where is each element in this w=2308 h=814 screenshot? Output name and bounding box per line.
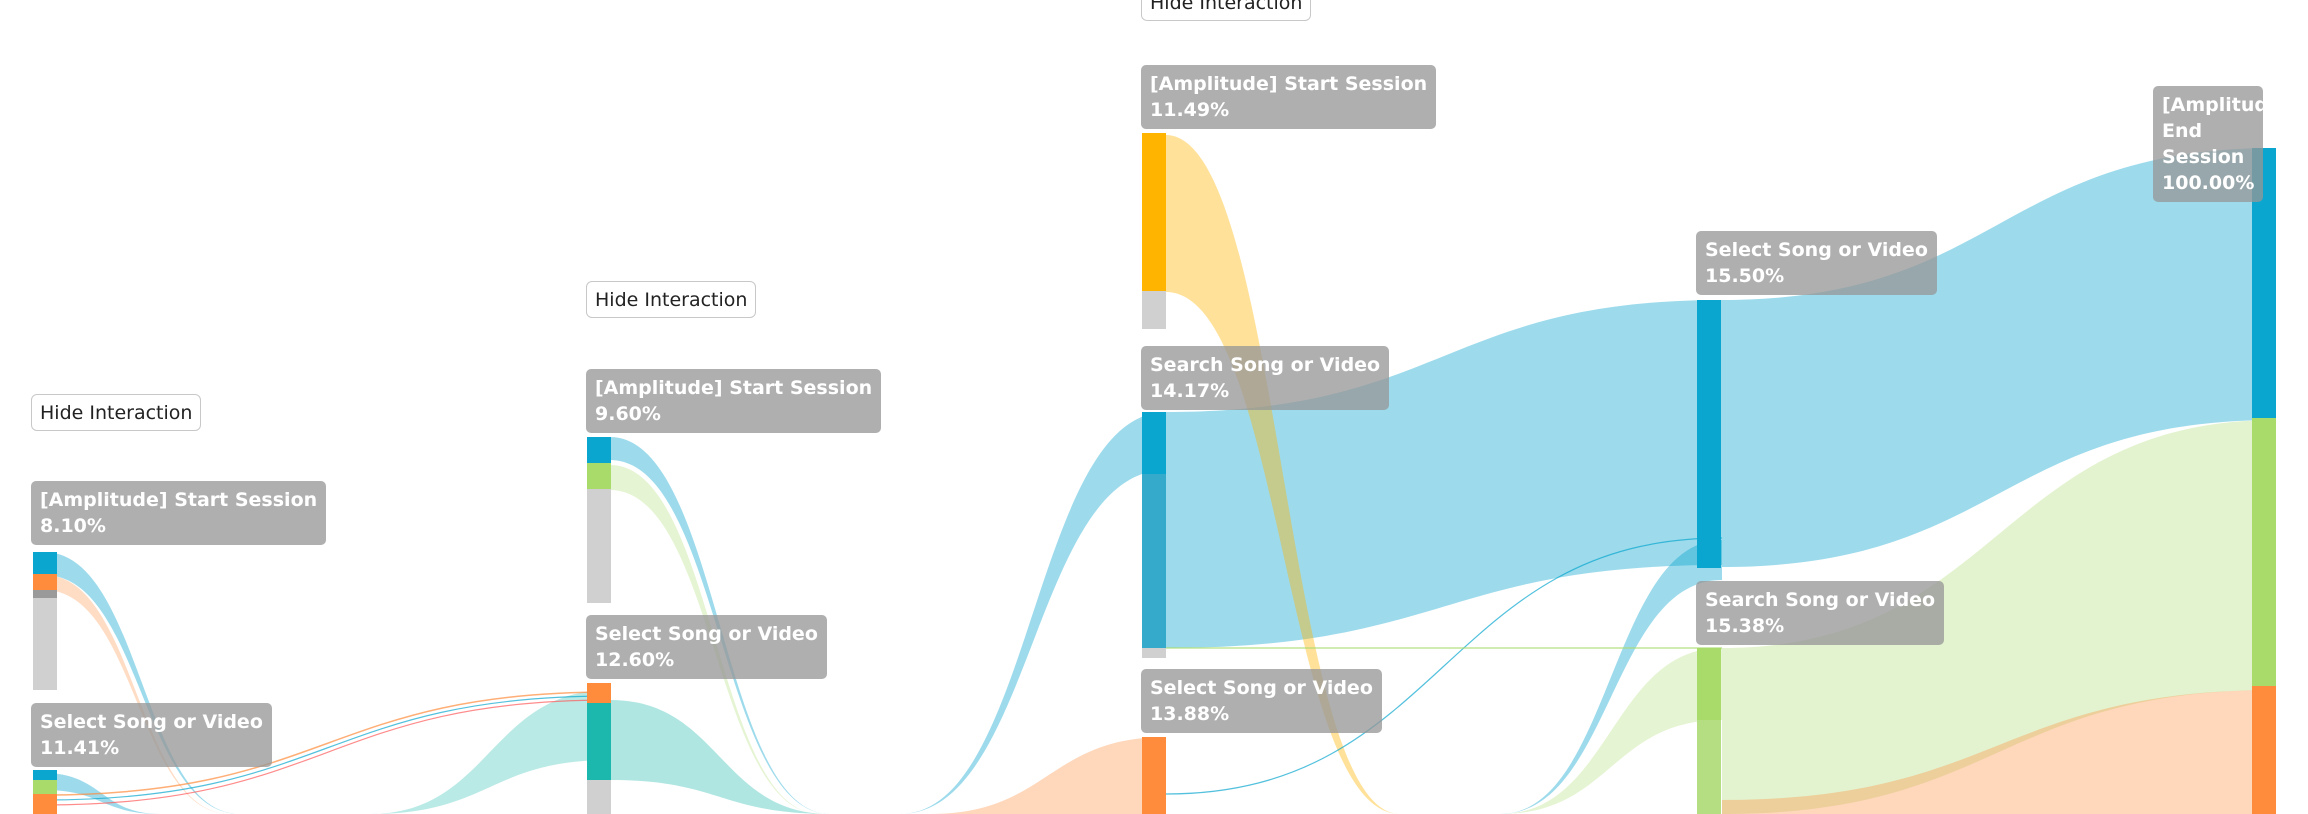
flow-to-select4-lower[interactable] <box>1500 540 1722 814</box>
node-name: Search Song or Video <box>1705 589 1936 611</box>
node-bar-search3-blue2[interactable] <box>1142 474 1166 648</box>
node-name: Search Song or Video <box>1150 354 1381 376</box>
node-name: [Amplitude] Start Session <box>595 377 873 399</box>
node-percent: 13.88% <box>1150 703 1230 725</box>
node-percent: 11.41% <box>40 737 120 759</box>
thin-link-4[interactable] <box>1165 537 1723 795</box>
node-bar-start1-gray[interactable] <box>33 598 57 690</box>
node-label-select-song-step-3[interactable]: Select Song or Video 13.88% <box>1141 669 1382 733</box>
node-bar-select2-teal[interactable] <box>587 703 611 780</box>
flow-select4-to-end[interactable] <box>1722 148 2276 567</box>
node-bar-search3-blue[interactable] <box>1142 412 1166 474</box>
flow-select2-down[interactable] <box>610 700 830 814</box>
node-bar-end-green[interactable] <box>2252 418 2276 686</box>
node-bar-start2-green[interactable] <box>587 463 611 489</box>
node-name: Select Song or Video <box>1705 239 1928 261</box>
flow-start3-down[interactable] <box>1166 135 1400 814</box>
node-bar-select1-blue[interactable] <box>33 770 57 780</box>
node-bar-start1-orange[interactable] <box>33 574 57 590</box>
flow-to-search4[interactable] <box>1500 648 1722 814</box>
node-bar-select3-orange[interactable] <box>1142 737 1166 814</box>
hide-interaction-button-step-3[interactable]: Hide Interaction <box>1141 0 1312 21</box>
node-bar-end-orange[interactable] <box>2252 686 2276 814</box>
node-bar-select1-orange[interactable] <box>33 794 57 814</box>
node-label-select-song-step-2[interactable]: Select Song or Video 12.60% <box>586 615 827 679</box>
thin-link-2[interactable] <box>43 695 611 801</box>
thin-link-3[interactable] <box>43 699 611 806</box>
node-bar-start2-blue[interactable] <box>587 437 611 463</box>
node-label-start-session-step-1[interactable]: [Amplitude] Start Session 8.10% <box>31 481 327 545</box>
node-name: [Amplitude] End Session <box>2162 94 2290 168</box>
node-label-search-song-step-4[interactable]: Search Song or Video 15.38% <box>1696 581 1945 645</box>
node-percent: 12.60% <box>595 649 675 671</box>
hide-interaction-button-step-2[interactable]: Hide Interaction <box>586 281 757 318</box>
flow-to-select2[interactable] <box>370 690 610 814</box>
node-percent: 11.49% <box>1150 99 1230 121</box>
node-bar-start3-yellow[interactable] <box>1142 133 1166 291</box>
thin-link-1[interactable] <box>43 691 611 796</box>
node-bar-select2-gray[interactable] <box>587 780 611 814</box>
node-percent: 9.60% <box>595 403 661 425</box>
node-label-select-song-step-1[interactable]: Select Song or Video 11.41% <box>31 703 272 767</box>
flow-search4-to-end[interactable] <box>1722 420 2276 814</box>
node-name: Select Song or Video <box>40 711 263 733</box>
node-label-start-session-step-3[interactable]: [Amplitude] Start Session 11.49% <box>1141 65 1437 129</box>
flow-to-search3[interactable] <box>900 412 1166 814</box>
sankey-links <box>43 135 2276 814</box>
flow-lower-to-end[interactable] <box>1722 690 2276 814</box>
node-bar-search4-green2[interactable] <box>1697 720 1721 814</box>
node-bar-search3-gray[interactable] <box>1142 648 1166 658</box>
node-percent: 15.38% <box>1705 615 1785 637</box>
node-bar-start2-gray[interactable] <box>587 489 611 603</box>
node-bar-select2-orange[interactable] <box>587 683 611 703</box>
node-bar-start1-dark[interactable] <box>33 590 57 598</box>
flow-start1-down[interactable] <box>44 552 240 814</box>
node-label-search-song-step-3[interactable]: Search Song or Video 14.17% <box>1141 346 1390 410</box>
node-percent: 8.10% <box>40 515 106 537</box>
node-percent: 14.17% <box>1150 380 1230 402</box>
flow-to-select3[interactable] <box>930 737 1166 814</box>
node-percent: 15.50% <box>1705 265 1785 287</box>
node-bar-start3-gray[interactable] <box>1142 291 1166 329</box>
node-percent: 100.00% <box>2162 172 2255 194</box>
hide-interaction-button-step-1[interactable]: Hide Interaction <box>31 394 202 431</box>
node-name: Select Song or Video <box>595 623 818 645</box>
sankey-nodes <box>33 133 2276 814</box>
flow-search3-to-select4[interactable] <box>1166 300 1722 648</box>
node-bar-start1-blue[interactable] <box>33 552 57 574</box>
node-bar-select1-green[interactable] <box>33 780 57 794</box>
node-bar-search4-green[interactable] <box>1697 648 1721 720</box>
node-name: [Amplitude] Start Session <box>40 489 318 511</box>
flow-start1-orange[interactable] <box>44 575 230 814</box>
node-label-select-song-step-4[interactable]: Select Song or Video 15.50% <box>1696 231 1937 295</box>
node-label-end-session-step-5[interactable]: [Amplitude] End Session 100.00% <box>2153 86 2290 202</box>
node-bar-select4-blue[interactable] <box>1697 300 1721 568</box>
node-label-start-session-step-2[interactable]: [Amplitude] Start Session 9.60% <box>586 369 882 433</box>
node-name: Select Song or Video <box>1150 677 1373 699</box>
node-name: [Amplitude] Start Session <box>1150 73 1428 95</box>
